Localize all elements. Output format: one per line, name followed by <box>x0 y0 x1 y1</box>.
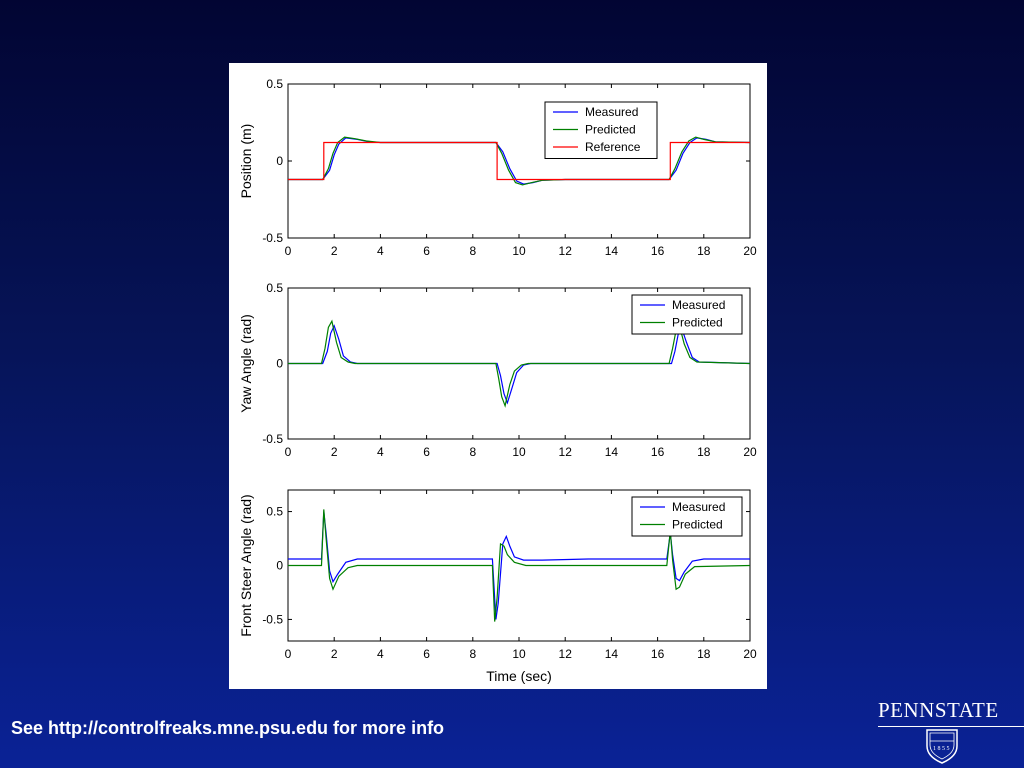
x-tick-label: 16 <box>651 244 665 258</box>
legend-entry: Predicted <box>585 123 636 137</box>
chart-3: 0 2 4 6 8 10 12 14 16 18 20 -0.5 0 0.5 Front Steer Ang… <box>238 489 757 684</box>
x-tick-label: 10 <box>512 445 526 459</box>
x-tick-label: 0 <box>285 647 292 661</box>
x-tick-label: 4 <box>377 647 384 661</box>
y-tick-label: 0 <box>276 559 283 573</box>
legend-box <box>631 496 743 537</box>
x-tick-label: 20 <box>743 244 757 258</box>
footer-link-text[interactable]: See http://controlfreaks.mne.psu.edu for… <box>11 718 445 738</box>
x-tick-label: 18 <box>697 647 711 661</box>
plot-frame <box>287 83 751 239</box>
x-tick-label: 6 <box>423 647 430 661</box>
x-tick-label: 10 <box>512 244 526 258</box>
logo-year: 1855 <box>933 746 951 752</box>
x-tick-label: 12 <box>559 445 573 459</box>
legend: Measured Predicted Reference <box>544 101 658 159</box>
x-tick-label: 4 <box>377 445 384 459</box>
legend-entry: Measured <box>585 105 638 119</box>
x-tick-label: 10 <box>512 647 526 661</box>
legend-entry: Reference <box>585 140 641 154</box>
y-tick-label: 0.5 <box>266 281 283 295</box>
x-tick-label: 20 <box>743 647 757 661</box>
logo-rule <box>878 726 1024 727</box>
series-line-measured <box>288 324 750 405</box>
x-tick-label: 0 <box>285 445 292 459</box>
y-tick-label: 0 <box>276 357 283 371</box>
y-tick-label: -0.5 <box>262 231 283 245</box>
x-tick-label: 12 <box>559 647 573 661</box>
x-tick-label: 20 <box>743 445 757 459</box>
logo-wordmark: PENNSTATE <box>878 698 999 722</box>
legend-entry: Predicted <box>672 316 723 330</box>
series-line-measured <box>288 137 750 185</box>
y-axis-label: Front Steer Angle (rad) <box>238 494 254 636</box>
y-tick-label: -0.5 <box>262 432 283 446</box>
x-tick-label: 8 <box>469 244 476 258</box>
figure-panel: 0 2 4 6 8 10 12 14 16 18 20 -0.5 0 0.5 Position (m) Mea… <box>229 63 767 689</box>
x-tick-label: 18 <box>697 445 711 459</box>
x-tick-label: 4 <box>377 244 384 258</box>
pennstate-logo: PENNSTATE 1855 <box>872 694 1024 768</box>
series-line-reference <box>288 141 750 181</box>
x-tick-label: 2 <box>331 244 338 258</box>
legend-box <box>631 294 743 335</box>
x-tick-label: 18 <box>697 244 711 258</box>
x-tick-label: 8 <box>469 647 476 661</box>
y-axis-label: Position (m) <box>238 124 254 199</box>
legend: Measured Predicted <box>631 294 743 335</box>
y-tick-label: -0.5 <box>262 612 283 626</box>
x-tick-label: 0 <box>285 244 292 258</box>
x-tick-label: 2 <box>331 445 338 459</box>
shield-icon: 1855 <box>926 729 958 764</box>
series-line-measured <box>288 511 750 620</box>
x-tick-label: 16 <box>651 445 665 459</box>
legend-entry: Measured <box>672 500 725 514</box>
y-tick-label: 0.5 <box>266 505 283 519</box>
x-tick-label: 8 <box>469 445 476 459</box>
legend: Measured Predicted <box>631 496 743 537</box>
x-tick-label: 2 <box>331 647 338 661</box>
y-tick-label: 0.5 <box>266 77 283 91</box>
y-tick-label: 0 <box>276 154 283 168</box>
legend-entry: Predicted <box>672 518 723 532</box>
x-tick-label: 14 <box>605 244 619 258</box>
x-tick-label: 14 <box>605 647 619 661</box>
legend-entry: Measured <box>672 298 725 312</box>
series-line-predicted <box>288 509 750 622</box>
x-tick-label: 14 <box>605 445 619 459</box>
x-tick-label: 6 <box>423 445 430 459</box>
x-tick-label: 12 <box>559 244 573 258</box>
x-tick-label: 16 <box>651 647 665 661</box>
x-tick-label: 6 <box>423 244 430 258</box>
x-axis-label: Time (sec) <box>486 668 552 684</box>
y-axis-label: Yaw Angle (rad) <box>238 314 254 413</box>
series-line-predicted <box>288 136 750 186</box>
